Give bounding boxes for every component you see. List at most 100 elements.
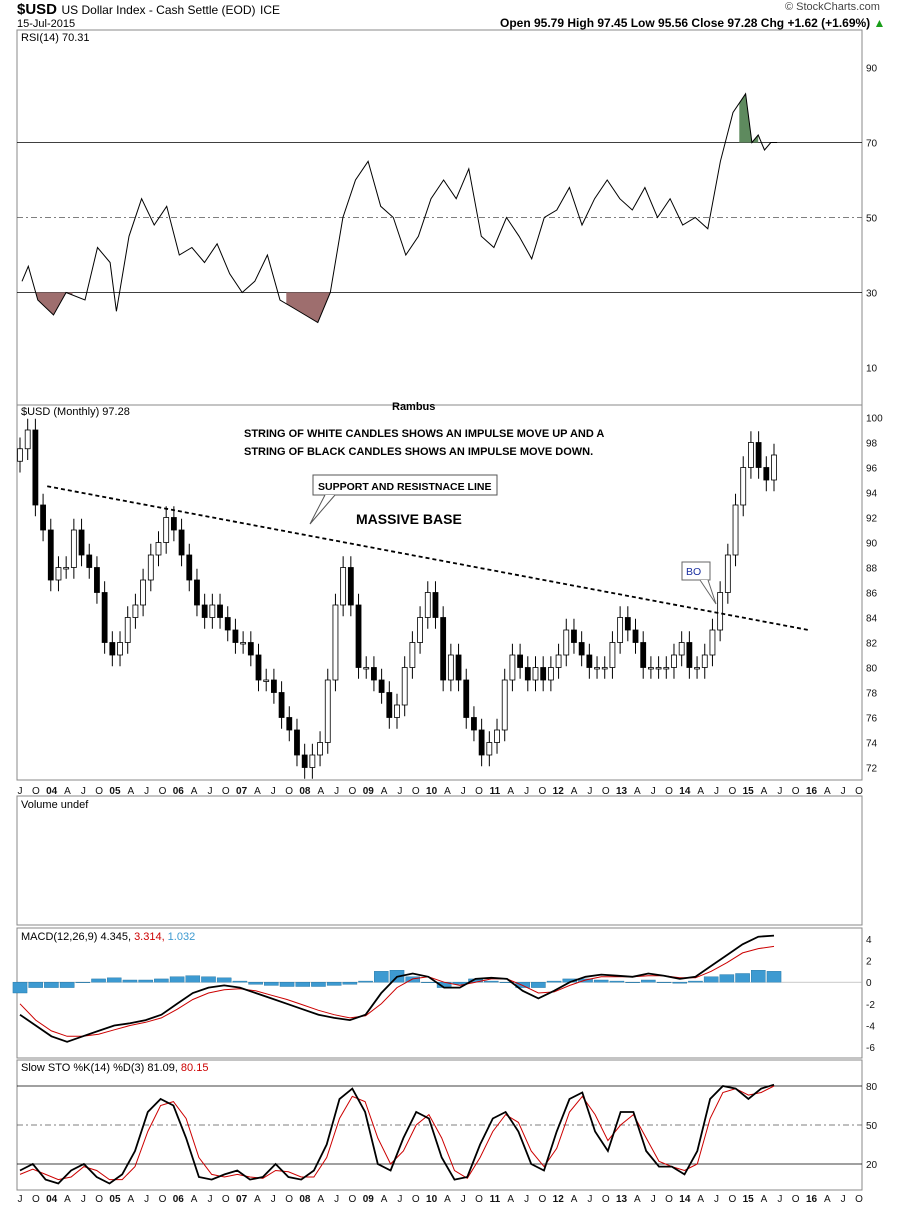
price-x-axis-tick-label: O — [855, 786, 863, 797]
price-x-axis-tick-label: J — [81, 786, 86, 797]
impulse-note-line2: STRING OF BLACK CANDLES SHOWS AN IMPULSE… — [244, 446, 593, 458]
sto-x-axis-tick-label: A — [127, 1194, 134, 1205]
sto-x-axis-tick-label: O — [222, 1194, 230, 1205]
exchange: ICE — [259, 3, 280, 17]
candle-body — [194, 579, 200, 606]
price-x-axis-tick-label: O — [222, 786, 230, 797]
candle-body — [455, 654, 462, 681]
candle-body — [563, 629, 570, 656]
macd-histogram-bar — [421, 981, 436, 983]
candle-body — [347, 567, 354, 606]
candle-body — [109, 642, 116, 656]
macd-histogram-bar — [483, 980, 499, 983]
candle-body — [471, 717, 477, 731]
price-x-axis-tick-label: J — [714, 786, 719, 797]
price-tick-label: 86 — [866, 589, 878, 600]
sto-title-d: 80.15 — [181, 1062, 209, 1074]
candle-body — [694, 667, 700, 670]
candle-body — [170, 517, 177, 531]
sto-x-axis-tick-label: O — [792, 1194, 800, 1205]
sto-x-axis-tick-label: O — [349, 1194, 357, 1205]
sto-x-axis-tick-label: J — [841, 1194, 846, 1205]
candle-body — [386, 692, 393, 718]
sto-title-main: Slow STO %K(14) %D(3) 81.09, — [21, 1062, 178, 1074]
macd-histogram-bar — [311, 981, 326, 987]
candle-body — [140, 579, 147, 606]
sto-x-axis-tick-label: J — [81, 1194, 86, 1205]
chart-header: $USD US Dollar Index - Cash Settle (EOD)… — [17, 1, 280, 19]
candle-body — [363, 667, 370, 670]
instrument-name: US Dollar Index - Cash Settle (EOD) — [61, 3, 256, 17]
price-x-axis-tick-label: O — [539, 786, 547, 797]
candle-body — [147, 554, 154, 581]
macd-histogram-bar — [248, 981, 263, 985]
price-x-axis-tick-label: O — [32, 786, 40, 797]
sto-x-axis-tick-label: J — [587, 1194, 592, 1205]
candle-body — [524, 667, 531, 681]
macd-histogram-bar — [751, 970, 766, 983]
price-x-axis-tick-label: O — [792, 786, 800, 797]
price-x-axis-tick-label: A — [254, 786, 261, 797]
candle-body — [578, 642, 585, 656]
candle-body — [755, 442, 762, 468]
rsi-oversold-fill — [286, 292, 343, 323]
candle-body — [624, 617, 631, 631]
sto-x-axis-tick-label: A — [507, 1194, 514, 1205]
sto-x-axis-tick-label: 05 — [109, 1194, 121, 1205]
candle-body — [340, 567, 347, 606]
sto-x-axis-tick-label: O — [32, 1194, 40, 1205]
price-tick-label: 98 — [866, 439, 878, 450]
price-x-axis-tick-label: A — [317, 786, 324, 797]
candle-body — [294, 729, 300, 756]
candle-body — [78, 529, 85, 556]
price-x-axis-tick-label: J — [271, 786, 276, 797]
candle-body — [748, 442, 754, 468]
candle-body — [647, 667, 654, 670]
sto-x-axis-tick-label: O — [159, 1194, 167, 1205]
price-tick-label: 88 — [866, 564, 878, 575]
symbol: $USD — [17, 1, 58, 18]
sto-x-axis-tick-label: A — [824, 1194, 831, 1205]
macd-histogram-bar — [593, 979, 609, 983]
support-callout-box — [312, 474, 498, 496]
candle-body — [317, 742, 323, 756]
macd-histogram-bar — [625, 981, 640, 983]
candle-body — [671, 654, 677, 668]
macd-signal-line — [19, 945, 775, 1037]
price-x-axis-tick-label: 10 — [426, 786, 438, 797]
candle-body — [224, 617, 231, 631]
candle-body — [586, 654, 593, 668]
price-x-axis-tick-label: 14 — [679, 786, 691, 797]
candle-body — [724, 554, 731, 593]
macd-histogram-bar — [185, 975, 201, 983]
price-panel-title: $USD (Monthly) 97.28 — [21, 406, 130, 418]
sto-x-axis-tick-label: O — [412, 1194, 420, 1205]
price-x-axis-tick-label: 07 — [236, 786, 248, 797]
price-x-axis-tick-label: J — [524, 786, 529, 797]
candle-body — [247, 642, 254, 656]
price-x-axis-tick-label: O — [475, 786, 483, 797]
price-x-axis-tick-label: O — [285, 786, 293, 797]
candle-body — [609, 642, 616, 668]
candle-body — [94, 567, 100, 593]
quote-line: Open 95.79 High 97.45 Low 95.56 Close 97… — [500, 16, 885, 30]
sto-x-axis-tick-label: J — [334, 1194, 339, 1205]
price-x-axis-tick-label: 13 — [616, 786, 628, 797]
price-x-axis-tick-label: A — [824, 786, 831, 797]
sto-panel-title: Slow STO %K(14) %D(3) 81.09, 80.15 — [21, 1062, 208, 1074]
candle-body — [440, 617, 447, 681]
candle-body — [332, 604, 339, 681]
price-x-axis-tick-label: A — [571, 786, 578, 797]
macd-histogram-bar — [295, 981, 311, 987]
sto-x-axis-tick-label: A — [191, 1194, 198, 1205]
support-callout-text: SUPPORT AND RESISTNACE LINE — [318, 481, 491, 493]
candle-body — [486, 742, 493, 756]
sto-x-axis-tick-label: A — [697, 1194, 704, 1205]
candle-body — [717, 592, 724, 631]
bo-callout-text: BO — [686, 566, 701, 578]
price-tick-label: 72 — [866, 764, 878, 775]
sto-x-axis-tick-label: O — [665, 1194, 673, 1205]
candle-body — [663, 667, 670, 670]
sto-x-axis-tick-label: J — [144, 1194, 149, 1205]
bo-callout-box — [681, 561, 711, 581]
